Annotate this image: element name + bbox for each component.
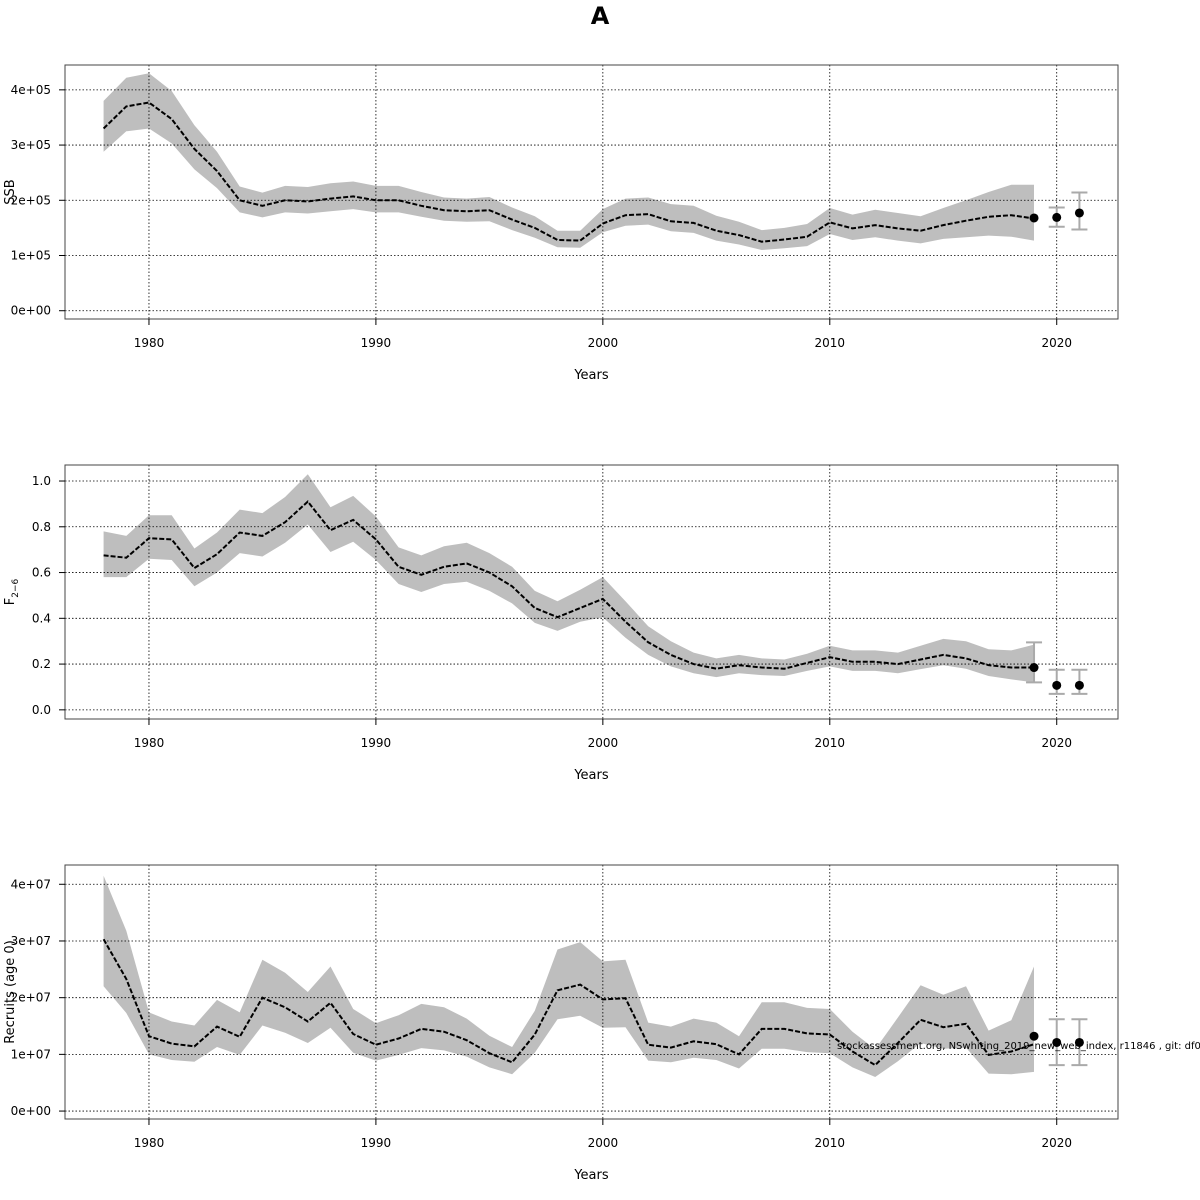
y-tick-label: 0.4 xyxy=(32,611,51,625)
forecast-point xyxy=(1074,680,1084,690)
y-tick-label: 1e+07 xyxy=(11,1047,51,1061)
watermark-text: stockassessment.org, NSwhiting_2019_new_… xyxy=(837,1041,1200,1052)
y-axis-label-text: SSB xyxy=(3,179,18,204)
x-tick-label: 2020 xyxy=(1041,1136,1072,1150)
plot-frame xyxy=(64,64,1119,320)
y-tick-label: 0e+00 xyxy=(11,304,51,318)
x-tick-label: 1990 xyxy=(361,336,392,350)
y-tick-label: 2e+05 xyxy=(11,193,51,207)
forecast-point xyxy=(1029,663,1039,673)
plot-frame xyxy=(64,464,1119,720)
x-tick-label: 2000 xyxy=(588,336,619,350)
y-tick-label: 0.0 xyxy=(32,703,51,717)
y-axis-label-text: Recruits (age 0) xyxy=(3,940,18,1044)
x-tick-label: 2010 xyxy=(815,736,846,750)
forecast-point xyxy=(1074,208,1084,218)
y-tick-label: 2e+07 xyxy=(11,991,51,1005)
y-axis-label: F2−6 xyxy=(3,578,21,605)
confidence-band xyxy=(103,73,1035,250)
confidence-band xyxy=(103,474,1035,683)
y-tick-label: 1e+05 xyxy=(11,249,51,263)
x-tick-label: 1980 xyxy=(134,1136,165,1150)
x-axis-label: Years xyxy=(573,1168,609,1183)
x-axis-label: Years xyxy=(573,368,609,383)
x-tick-label: 1980 xyxy=(134,336,165,350)
y-tick-label: 3e+07 xyxy=(11,934,51,948)
figure-title: A xyxy=(590,2,610,30)
y-axis-label: Recruits (age 0) xyxy=(3,940,18,1044)
forecast-point xyxy=(1052,212,1062,222)
y-tick-label: 0e+00 xyxy=(11,1104,51,1118)
x-axis-label: Years xyxy=(573,768,609,783)
y-axis-label-subscript: 2−6 xyxy=(11,578,21,597)
estimate-line xyxy=(102,938,1035,1067)
x-tick-label: 1990 xyxy=(361,736,392,750)
x-tick-label: 1980 xyxy=(134,736,165,750)
x-tick-label: 2010 xyxy=(815,336,846,350)
x-tick-label: 2020 xyxy=(1041,736,1072,750)
x-tick-label: 2020 xyxy=(1041,336,1072,350)
y-tick-label: 0.8 xyxy=(32,520,51,534)
y-tick-label: 3e+05 xyxy=(11,138,51,152)
estimate-line xyxy=(102,101,1035,243)
chart-panel-2: 1980 1990 2000 2010 2020 0.0 0.2 0.4 0.6 0.8 1.0 Ye… xyxy=(3,464,1119,783)
x-tick-label: 1990 xyxy=(361,1136,392,1150)
x-tick-label: 2000 xyxy=(588,1136,619,1150)
chart-panel-3: 1980 1990 2000 2010 2020 0e+00 1e+07 2e+07 3e+07… xyxy=(3,864,1119,1183)
forecast-point xyxy=(1029,1031,1039,1041)
plot-frame xyxy=(64,864,1119,1120)
confidence-band xyxy=(103,875,1035,1077)
y-tick-label: 1.0 xyxy=(32,474,51,488)
y-tick-label: 0.2 xyxy=(32,657,51,671)
y-tick-label: 4e+07 xyxy=(11,877,51,891)
forecast-point xyxy=(1052,680,1062,690)
y-axis-label-text: F xyxy=(3,598,18,605)
estimate-line xyxy=(103,500,1034,670)
forecast-point xyxy=(1029,213,1039,223)
y-tick-label: 0.6 xyxy=(32,566,51,580)
x-tick-label: 2000 xyxy=(588,736,619,750)
y-axis-label: SSB xyxy=(3,179,18,204)
forecast-point xyxy=(1074,1037,1084,1047)
forecast-point xyxy=(1052,1037,1062,1047)
chart-panel-1: 1980 1990 2000 2010 2020 0e+00 1e+05 2e+05 3e+05… xyxy=(3,64,1119,383)
x-tick-label: 2010 xyxy=(815,1136,846,1150)
y-tick-label: 4e+05 xyxy=(11,83,51,97)
